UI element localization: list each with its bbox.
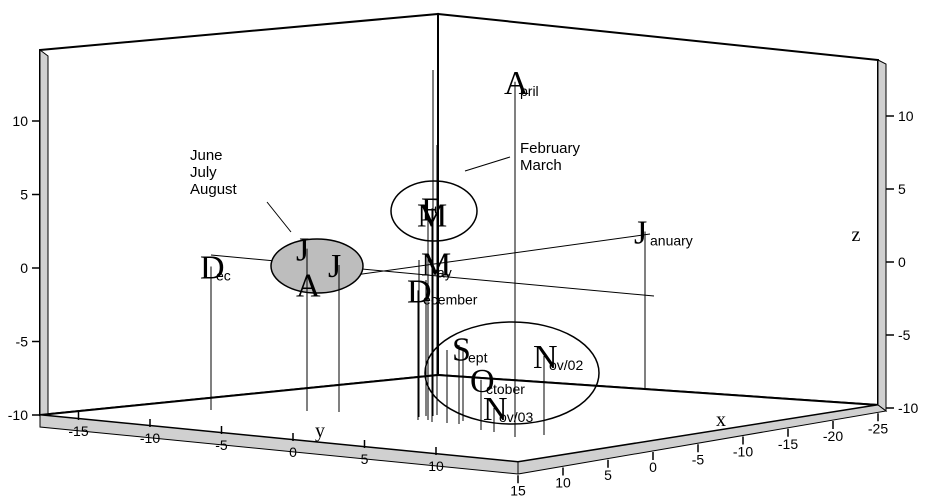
- point-letter: M: [421, 247, 451, 284]
- point-label: ecember: [423, 291, 478, 307]
- point-letter: N: [533, 339, 558, 376]
- point-label: pril: [520, 83, 539, 99]
- y-tick-label: -10: [140, 430, 160, 446]
- left-wall-edge: [39, 49, 49, 421]
- y-axis-label: y: [315, 420, 325, 442]
- y-tick-label: -15: [68, 423, 88, 439]
- group-note-line: March: [520, 157, 562, 174]
- point-letter: J: [634, 215, 647, 252]
- z-right-tick-label: 10: [898, 108, 914, 124]
- point-letter: D: [200, 250, 225, 287]
- point-label: ec: [216, 268, 231, 284]
- z-left-tick-label: 5: [20, 187, 28, 203]
- decor-layer: [210, 156, 655, 425]
- point-letter: J: [328, 248, 341, 285]
- x-tick-label: -15: [778, 436, 798, 452]
- z-left-tick-label: 10: [12, 113, 28, 129]
- group-note-line: August: [190, 181, 238, 198]
- point-letter: F: [421, 191, 440, 228]
- x-tick-label: -5: [692, 451, 705, 467]
- point-label: anuary: [650, 233, 693, 249]
- point-letter: J: [296, 232, 309, 269]
- x-tick-label: 0: [649, 459, 657, 475]
- axes-layer: 10 5 0 -5 -10 10 5 0 -5 -10 -15 -10 -5 0 5 10 15 10 5 0 -5 -1…: [8, 108, 919, 498]
- x-tick-label: -20: [823, 428, 843, 444]
- point-letter: S: [452, 331, 471, 368]
- spring-pointer-line: [464, 156, 511, 172]
- z-right-tick-label: 5: [898, 181, 906, 197]
- x-tick-label: 5: [604, 467, 612, 483]
- autumn-group-ellipse: [424, 321, 600, 425]
- z-left-tick-label: 0: [20, 260, 28, 276]
- x-tick-label: -25: [868, 420, 888, 436]
- x-tick-label: 10: [555, 475, 571, 491]
- z-right-tick-label: -10: [898, 400, 918, 416]
- y-tick-label: -5: [215, 437, 228, 453]
- floor-front-right-edge: [517, 404, 888, 475]
- z-left-tick-label: -5: [16, 334, 29, 350]
- summer-group-ellipse: [270, 238, 364, 294]
- summer-pointer-line: [266, 201, 292, 233]
- point-letter: A: [504, 65, 529, 102]
- spring-group-ellipse: [390, 180, 478, 242]
- point-label: ov/03: [499, 409, 533, 425]
- point-letter: D: [407, 273, 432, 310]
- group-note-line: February: [520, 140, 581, 157]
- point-letter: M: [417, 197, 447, 234]
- point-label: ctober: [486, 381, 525, 397]
- point-letter: O: [470, 363, 495, 400]
- y-tick-label: 5: [361, 451, 369, 467]
- point-label: ept: [468, 349, 488, 365]
- back-wall-left: [39, 12, 439, 417]
- point-letter: N: [483, 391, 508, 428]
- x-tick-label: -10: [733, 444, 753, 460]
- group-note-line: July: [190, 164, 217, 181]
- z-axis-label: z: [852, 224, 861, 246]
- y-tick-label: 0: [289, 444, 297, 460]
- x-axis-label: x: [716, 409, 726, 431]
- x-tick-label: 15: [510, 482, 526, 498]
- point-label: ov/02: [549, 357, 583, 373]
- stems-layer: [418, 70, 460, 424]
- y-tick-label: 10: [428, 458, 444, 474]
- plot-box: [39, 12, 888, 475]
- reference-line: [304, 233, 651, 283]
- group-note-line: June: [190, 147, 223, 164]
- z-right-tick-label: 0: [898, 254, 906, 270]
- z-right-tick-label: -5: [898, 327, 911, 343]
- point-label: ay: [437, 265, 452, 281]
- point-letter: A: [296, 267, 321, 304]
- right-wall-edge: [877, 59, 887, 412]
- z-left-tick-label: -10: [8, 407, 28, 423]
